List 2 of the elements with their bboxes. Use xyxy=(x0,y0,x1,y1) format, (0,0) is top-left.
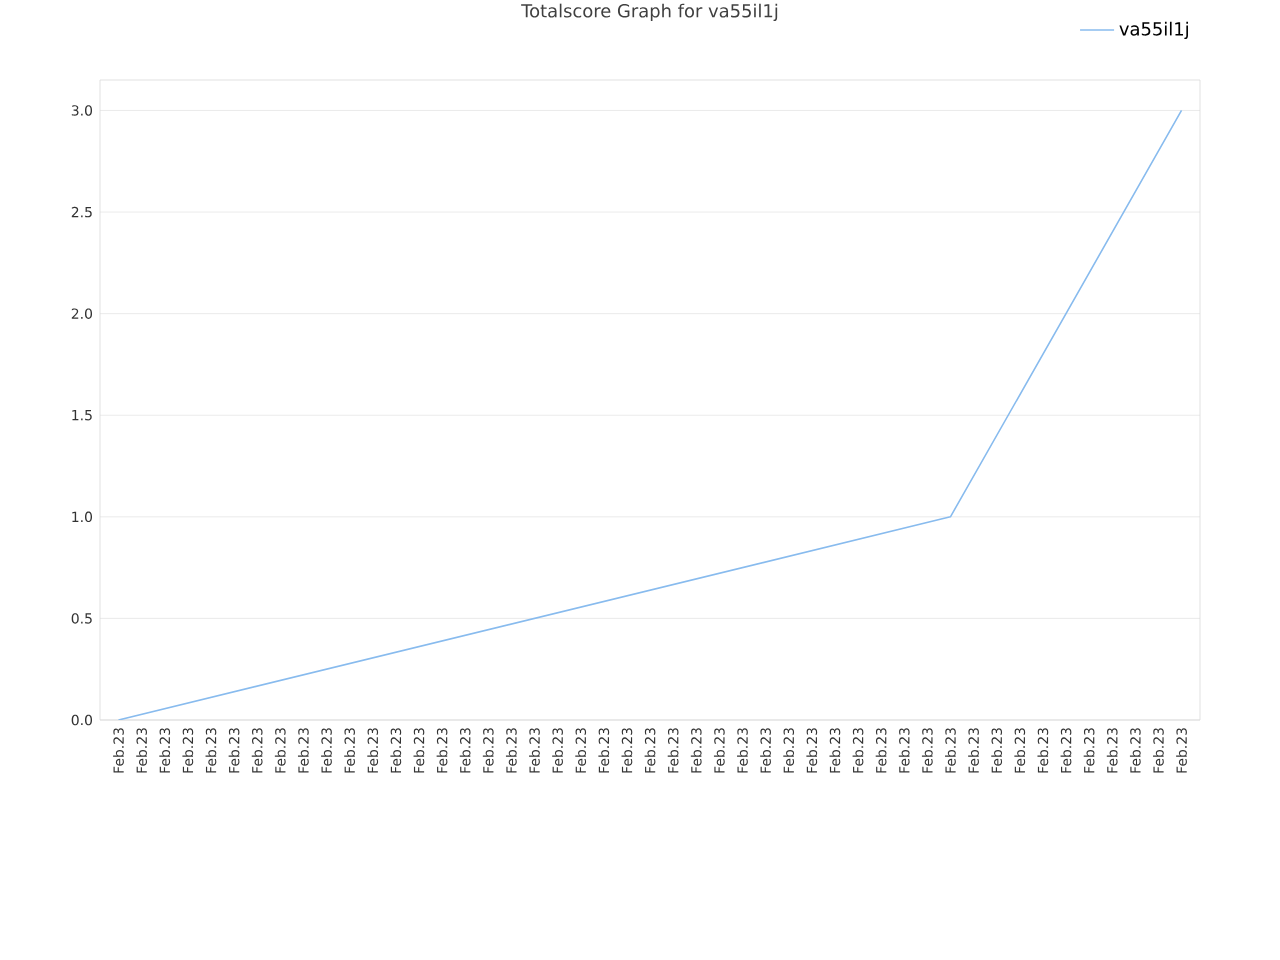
legend-label: va55il1j xyxy=(1119,21,1188,40)
chart-title: Totalscore Graph for va55il1j xyxy=(521,3,778,22)
